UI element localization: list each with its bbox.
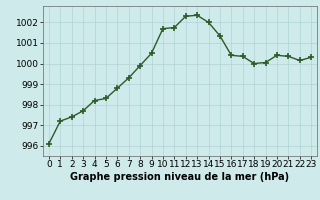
X-axis label: Graphe pression niveau de la mer (hPa): Graphe pression niveau de la mer (hPa) [70,172,290,182]
